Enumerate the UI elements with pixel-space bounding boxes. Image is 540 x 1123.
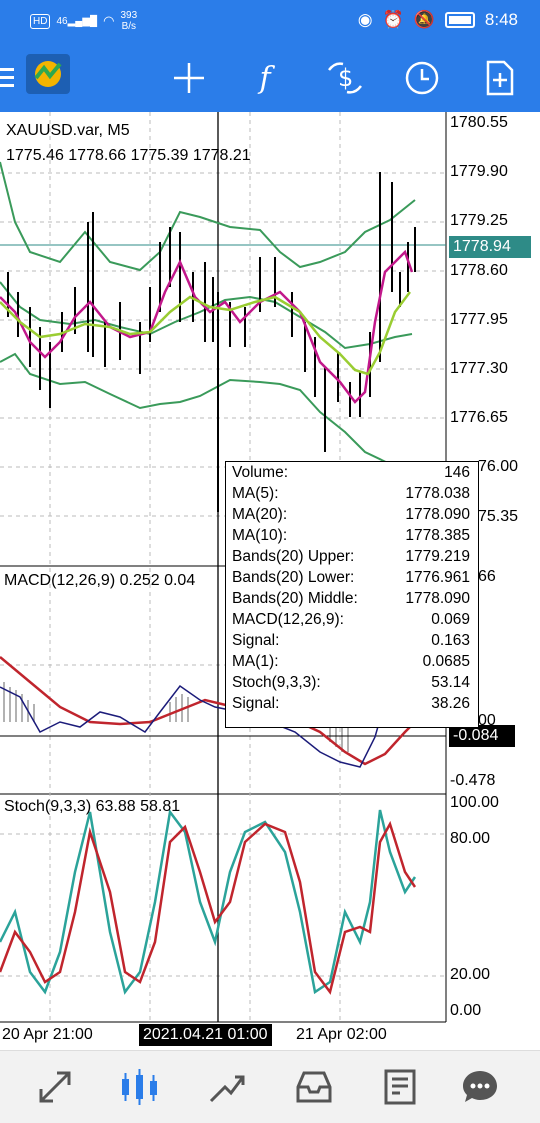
price-axis-label: 1780.55 <box>450 114 508 131</box>
battery-icon <box>444 12 475 28</box>
time-axis-label: 21 Apr 02:00 <box>296 1026 387 1043</box>
tooltip-row: Signal: 0.163 <box>232 632 470 649</box>
tooltip-row: MA(1): 0.0685 <box>232 653 470 670</box>
indicators-icon[interactable]: f <box>259 60 271 96</box>
price-axis-label: 75.35 <box>478 508 519 525</box>
tooltip-row: Bands(20) Upper: 1779.219 <box>232 548 470 565</box>
history-icon[interactable] <box>292 1065 336 1109</box>
tooltip-row: Signal: 38.26 <box>232 695 470 712</box>
tooltip-row: MACD(12,26,9): 0.069 <box>232 611 470 628</box>
signal-icon: 46▂▄▆█ <box>56 15 98 27</box>
tooltip-row: Volume: 146 <box>232 464 470 481</box>
time-axis-label: 20 Apr 21:00 <box>2 1026 93 1043</box>
price-chart-canvas <box>0 112 447 1023</box>
tooltip-row: MA(10): 1778.385 <box>232 527 470 544</box>
macd-current-tag: -0.084 <box>449 725 515 747</box>
menu-icon[interactable] <box>0 68 14 92</box>
tooltip-row: Bands(20) Lower: 1776.961 <box>232 569 470 586</box>
price-axis-label: 1777.30 <box>450 360 508 377</box>
crosshair-icon[interactable] <box>169 58 209 98</box>
price-axis-label: 1779.90 <box>450 163 508 180</box>
tooltip-row: Stoch(9,3,3): 53.14 <box>232 674 470 691</box>
network-speed: 393 B/s <box>120 10 138 32</box>
stoch-axis-label: 80.00 <box>450 830 491 847</box>
time-cursor-label: 2021.04.21 01:00 <box>139 1024 272 1046</box>
price-axis-label: 1778.60 <box>450 262 508 279</box>
svg-text:$: $ <box>338 64 353 92</box>
macd-axis-label: -0.478 <box>450 772 496 789</box>
price-axis-label: 1779.25 <box>450 212 508 229</box>
tooltip-row: Bands(20) Middle: 1778.090 <box>232 590 470 607</box>
price-axis-label: 76.00 <box>478 458 519 475</box>
data-window-tooltip: Volume: 146 MA(5): 1778.038 MA(20): 1778.09… <box>225 461 479 728</box>
stoch-axis-label: 100.00 <box>450 794 499 811</box>
ohlc-values: 1775.46 1778.66 1775.39 1778.21 <box>6 147 251 164</box>
chart-symbol-title: XAUUSD.var, M5 <box>6 122 130 139</box>
chat-icon[interactable] <box>458 1065 502 1109</box>
eye-icon: ◉ <box>357 10 373 29</box>
stoch-axis-label: 20.00 <box>450 966 491 983</box>
tooltip-row: MA(5): 1778.038 <box>232 485 470 502</box>
quotes-icon[interactable] <box>33 1065 77 1109</box>
metatrader-logo-icon[interactable] <box>26 54 70 94</box>
alarm-icon: ⏰ <box>382 10 404 29</box>
stoch-title: Stoch(9,3,3) 63.88 58.81 <box>4 798 181 815</box>
clock-time: 8:48 <box>484 10 518 29</box>
period-icon[interactable] <box>402 58 442 98</box>
tooltip-row: MA(20): 1778.090 <box>232 506 470 523</box>
macd-axis-label: 00 <box>478 712 496 729</box>
trade-icon[interactable]: $ <box>325 58 365 98</box>
hd-badge: HD <box>30 13 51 29</box>
chart-icon[interactable] <box>118 1065 162 1109</box>
stoch-axis-label: 0.00 <box>450 1002 482 1019</box>
price-axis-label: 1776.65 <box>450 409 508 426</box>
mute-icon: 🔕 <box>413 10 435 29</box>
trade-icon[interactable] <box>205 1065 249 1109</box>
wifi-icon: ◠ <box>103 13 115 28</box>
status-bar: HD 46▂▄▆█ ◠ 393 B/s ◉ ⏰ 🔕 8:48 <box>0 0 540 40</box>
chart-toolbar: f $ <box>0 40 540 112</box>
macd-title: MACD(12,26,9) 0.252 0.04 <box>4 572 196 589</box>
news-icon[interactable] <box>378 1065 422 1109</box>
macd-axis-label: 66 <box>478 568 496 585</box>
add-object-icon[interactable] <box>480 58 520 98</box>
chart-area[interactable]: XAUUSD.var, M5 1775.46 1778.66 1775.39 1… <box>0 112 540 1050</box>
bottom-navigation <box>0 1050 540 1123</box>
current-price-tag: 1778.94 <box>449 236 531 258</box>
price-axis-label: 1777.95 <box>450 311 508 328</box>
